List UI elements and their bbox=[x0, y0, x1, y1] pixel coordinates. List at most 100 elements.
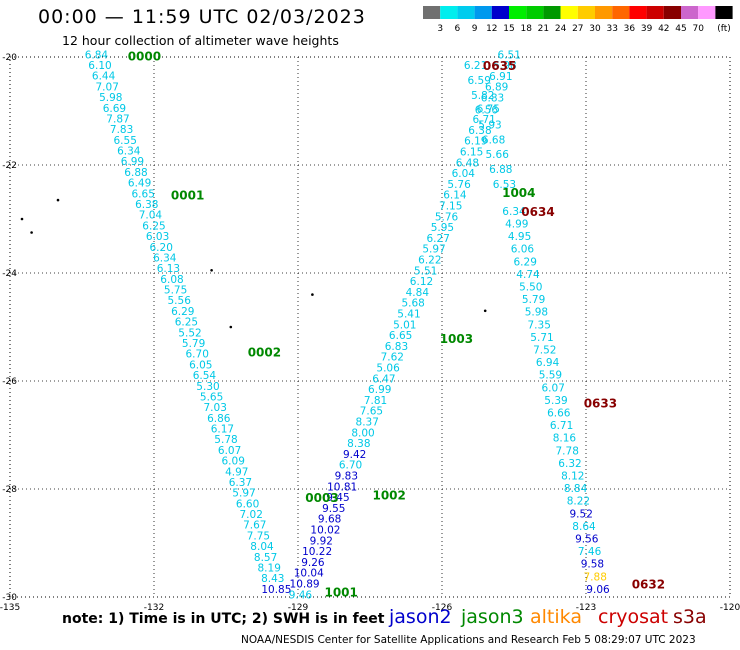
wave-height-label: 7.88 bbox=[584, 571, 607, 583]
wave-height-label: 8.16 bbox=[553, 433, 577, 445]
pass-time-label: 0632 bbox=[632, 578, 665, 592]
colorbar-swatch bbox=[715, 6, 733, 19]
colorbar-label: 9 bbox=[472, 24, 478, 34]
wave-height-label: 5.98 bbox=[99, 92, 122, 104]
wave-height-label: 6.13 bbox=[157, 263, 180, 275]
wave-height-label: 6.25 bbox=[142, 220, 165, 232]
wave-height-label: 4.99 bbox=[505, 219, 528, 231]
wave-height-label: 6.59 bbox=[468, 75, 491, 87]
colorbar-label: 3 bbox=[437, 24, 443, 34]
land-point bbox=[311, 293, 314, 296]
colorbar-label: 18 bbox=[520, 24, 532, 34]
wave-height-label: 6.44 bbox=[92, 71, 116, 83]
wave-height-label: 6.21 bbox=[464, 60, 487, 72]
wave-height-label: 6.91 bbox=[489, 71, 512, 83]
wave-height-label: 6.83 bbox=[481, 93, 504, 105]
pass-time-label: 1003 bbox=[440, 332, 473, 346]
wave-height-label: 5.52 bbox=[178, 327, 201, 339]
wave-height-label: 6.70 bbox=[186, 349, 209, 361]
wave-height-label: 6.27 bbox=[427, 233, 450, 245]
wave-height-label: 7.07 bbox=[96, 81, 119, 93]
wave-height-label: 5.97 bbox=[422, 244, 445, 256]
wave-height-label: 6.94 bbox=[536, 357, 560, 369]
wave-height-label: 4.74 bbox=[516, 269, 540, 281]
wave-height-label: 7.83 bbox=[110, 124, 133, 136]
wave-height-label: 6.25 bbox=[175, 317, 198, 329]
wave-height-label: 6.34 bbox=[117, 146, 141, 158]
wave-height-label: 6.19 bbox=[464, 136, 487, 148]
wave-height-label: 8.43 bbox=[261, 573, 284, 585]
colorbar-swatch bbox=[595, 6, 613, 19]
land-point bbox=[30, 231, 33, 234]
wave-height-label: 5.59 bbox=[539, 370, 562, 382]
colorbar-label: 42 bbox=[658, 24, 669, 34]
land-point bbox=[56, 198, 60, 202]
wave-height-label: 5.01 bbox=[393, 319, 416, 331]
wave-height-label: 6.89 bbox=[485, 82, 508, 94]
footer-note: note: 1) Time is in UTC; 2) SWH is in fe… bbox=[62, 611, 385, 627]
legend-s3a: s3a bbox=[673, 606, 707, 628]
wave-height-label: 10.04 bbox=[294, 568, 324, 580]
colorbar-swatch bbox=[457, 6, 475, 19]
colorbar-swatch bbox=[543, 6, 561, 19]
wave-height-label: 6.48 bbox=[456, 157, 479, 169]
wave-height-label: 7.62 bbox=[381, 352, 404, 364]
wave-height-label: 7.75 bbox=[247, 530, 270, 542]
wave-height-label: 6.86 bbox=[207, 413, 231, 425]
wave-height-label: 6.12 bbox=[410, 276, 433, 288]
wave-height-label: 5.79 bbox=[522, 294, 545, 306]
wave-height-label: 6.07 bbox=[542, 382, 565, 394]
pass-time-label: 0001 bbox=[171, 189, 204, 203]
colorbar-label: 6 bbox=[455, 24, 461, 34]
y-tick-label: -26 bbox=[2, 377, 17, 387]
x-tick-label: -129 bbox=[288, 603, 309, 613]
wave-height-label: 9.42 bbox=[343, 449, 366, 461]
wave-height-label: 5.76 bbox=[435, 211, 459, 223]
wave-height-label: 7.65 bbox=[360, 406, 383, 418]
wave-height-label: 6.66 bbox=[547, 408, 571, 420]
colorbar-swatch bbox=[629, 6, 647, 19]
pass-time-label: 0002 bbox=[248, 345, 281, 359]
footer-credit: NOAA/NESDIS Center for Satellite Applica… bbox=[241, 634, 696, 646]
colorbar-swatch bbox=[577, 6, 595, 19]
wave-height-label: 6.29 bbox=[171, 306, 194, 318]
wave-height-label: 5.06 bbox=[376, 363, 400, 375]
wave-height-label: 6.17 bbox=[211, 424, 234, 436]
wave-height-label: 10.89 bbox=[290, 579, 320, 591]
wave-height-label: 6.03 bbox=[146, 231, 169, 243]
wave-height-label: 6.34 bbox=[153, 252, 177, 264]
wave-height-label: 5.98 bbox=[525, 307, 548, 319]
colorbar-swatch bbox=[491, 6, 509, 19]
wave-height-label: 9.68 bbox=[318, 514, 341, 526]
wave-height-label: 4.97 bbox=[225, 466, 248, 478]
wave-height-label: 7.35 bbox=[528, 319, 551, 331]
wave-height-label: 6.65 bbox=[389, 330, 412, 342]
wave-height-label: 6.55 bbox=[114, 135, 137, 147]
wave-height-label: 7.78 bbox=[556, 445, 579, 457]
wave-height-label: 6.99 bbox=[121, 156, 144, 168]
colorbar-label: 27 bbox=[572, 24, 583, 34]
wave-height-label: 5.95 bbox=[431, 222, 454, 234]
wave-height-label: 8.37 bbox=[356, 417, 379, 429]
colorbar-label: 70 bbox=[692, 24, 704, 34]
wave-height-label: 7.15 bbox=[439, 201, 462, 213]
colorbar-label: 21 bbox=[538, 24, 549, 34]
colorbar-swatch bbox=[509, 6, 527, 19]
wave-height-label: 8.84 bbox=[564, 483, 588, 495]
wave-height-label: 7.46 bbox=[578, 546, 602, 558]
wave-height-label: 9.55 bbox=[322, 503, 345, 515]
wave-height-label: 6.09 bbox=[222, 456, 245, 468]
wave-height-label: 8.00 bbox=[351, 427, 374, 439]
wave-height-label: 5.93 bbox=[478, 120, 501, 132]
land-point bbox=[229, 325, 233, 329]
wave-height-label: 6.32 bbox=[558, 458, 581, 470]
wave-height-label: 6.07 bbox=[218, 445, 241, 457]
wave-height-label: 6.38 bbox=[135, 199, 158, 211]
colorbar-swatch bbox=[698, 6, 716, 19]
wave-height-label: 4.95 bbox=[508, 231, 531, 243]
wave-height-label: 8.04 bbox=[250, 541, 274, 553]
wave-height-label: 6.37 bbox=[229, 477, 252, 489]
wave-height-label: 5.39 bbox=[544, 395, 567, 407]
wave-height-label: 5.56 bbox=[168, 295, 192, 307]
land-point bbox=[483, 309, 487, 313]
